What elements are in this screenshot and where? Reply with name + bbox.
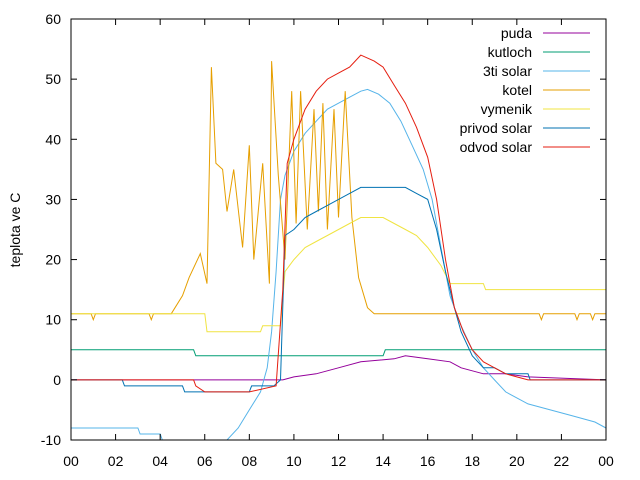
- series-line-vymenik: [71, 217, 606, 333]
- axes: [70, 18, 607, 441]
- series-line-3ti-solar: [71, 88, 606, 440]
- legend-label: kutloch: [488, 44, 532, 60]
- x-tick-label: 10: [286, 453, 302, 469]
- legend-label: odvod solar: [460, 139, 533, 155]
- x-tick-label: 14: [375, 453, 391, 469]
- y-tick-label: 60: [45, 11, 61, 27]
- series-line-kutloch: [71, 349, 606, 357]
- x-tick-label: 12: [331, 453, 347, 469]
- series-line-privod-solar: [71, 186, 606, 393]
- y-tick-label: 40: [45, 131, 61, 147]
- y-tick-label: 0: [53, 372, 61, 388]
- y-tick-label: 10: [45, 312, 61, 328]
- series-line-odvod-solar: [71, 54, 606, 393]
- legend-label: puda: [501, 25, 532, 41]
- x-tick-label: 04: [152, 453, 168, 469]
- y-tick-label: 50: [45, 71, 61, 87]
- x-tick-label: 00: [63, 453, 79, 469]
- x-tick-label: 08: [242, 453, 258, 469]
- y-tick-label: 20: [45, 252, 61, 268]
- y-axis-label: teplota ve C: [7, 193, 23, 268]
- x-tick-label: 16: [420, 453, 436, 469]
- series-layer: [71, 54, 606, 440]
- legend-label: 3ti solar: [483, 63, 532, 79]
- x-tick-label: 00: [598, 453, 614, 469]
- x-tick-label: 18: [464, 453, 480, 469]
- series-line-puda: [71, 355, 606, 381]
- tick-labels: 00 02 04 06 08 10 12 14 16 18 20 22 00-1001020304050…: [41, 11, 614, 469]
- legend: puda kutloch 3ti solar kotel vymenik privod s…: [460, 25, 590, 155]
- y-tick-label: -10: [41, 432, 61, 448]
- legend-label: kotel: [502, 82, 532, 98]
- legend-label: vymenik: [481, 101, 533, 117]
- legend-label: privod solar: [460, 120, 533, 136]
- x-tick-label: 06: [197, 453, 213, 469]
- x-tick-label: 02: [108, 453, 124, 469]
- series-line-kotel: [71, 61, 606, 322]
- x-tick-label: 22: [554, 453, 570, 469]
- x-tick-label: 20: [509, 453, 525, 469]
- y-tick-label: 30: [45, 191, 61, 207]
